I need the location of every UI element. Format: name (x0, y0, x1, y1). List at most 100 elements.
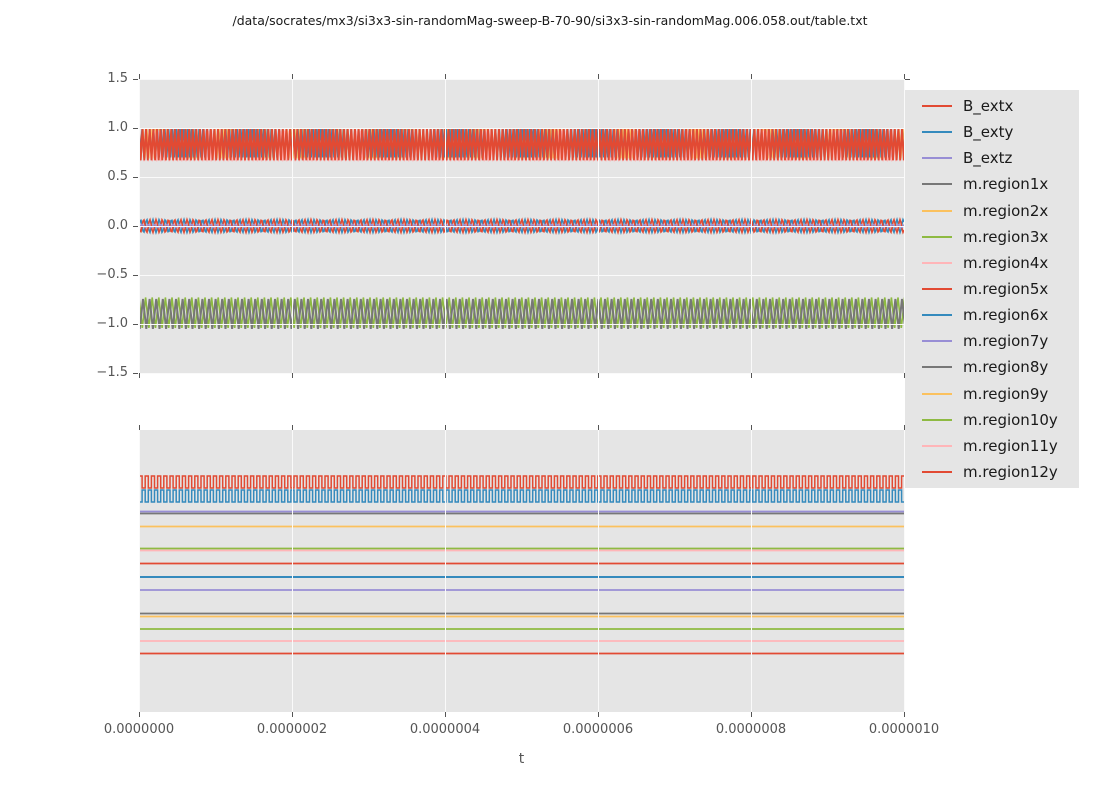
gridline-vertical (904, 79, 905, 373)
y-tick-label: 0.0 (107, 218, 128, 233)
tick-mark (133, 275, 138, 276)
tick-mark (904, 425, 905, 430)
tick-mark (133, 79, 138, 80)
legend-item-m.region12y: m.region12y (905, 459, 1079, 485)
legend-item-label: m.region4x (963, 253, 1049, 272)
tick-mark (598, 425, 599, 430)
legend-line-sample (922, 366, 952, 369)
gridline-vertical (751, 430, 752, 712)
x-tick-label: 0.0000004 (409, 722, 481, 737)
legend-line-sample (922, 261, 952, 264)
legend-line-sample (922, 157, 952, 160)
legend-item-label: m.region12y (963, 463, 1058, 482)
legend-line-sample (922, 131, 952, 134)
tick-mark (751, 74, 752, 79)
tick-mark (133, 128, 138, 129)
legend-item-m.region7y: m.region7y (905, 328, 1079, 354)
legend-line-sample (922, 471, 952, 474)
gridline-horizontal (139, 324, 904, 325)
series-square-red (139, 475, 904, 489)
gridline-horizontal (139, 79, 904, 80)
top-subplot-plot-area (139, 127, 904, 330)
figure-title: /data/socrates/mx3/si3x3-sin-randomMag-s… (232, 13, 868, 28)
legend-box: B_extx B_exty B_extz m.region1x m.region2x m.… (905, 90, 1079, 488)
legend-item-label: m.region10y (963, 410, 1058, 429)
series-osc-bot-gray (139, 298, 904, 330)
x-axis-label: t (518, 751, 525, 767)
legend-item-m.region1x: m.region1x (905, 171, 1079, 197)
y-tick-label: −1.5 (96, 365, 128, 380)
gridline-horizontal (139, 226, 904, 227)
legend-item-label: m.region9y (963, 384, 1049, 403)
legend-item-label: m.region7y (963, 332, 1049, 351)
tick-mark (133, 324, 138, 325)
tick-mark (139, 373, 140, 378)
bottom-subplot-axes (139, 430, 905, 712)
tick-mark (598, 712, 599, 717)
legend-item-m.region6x: m.region6x (905, 302, 1079, 328)
gridline-horizontal (139, 373, 904, 374)
legend-item-label: m.region8y (963, 358, 1049, 377)
y-tick-label: 1.0 (107, 120, 128, 135)
tick-mark (292, 373, 293, 378)
tick-mark (292, 712, 293, 717)
bottom-subplot-plot-area (139, 475, 904, 655)
legend-line-sample (922, 444, 952, 447)
tick-mark (139, 425, 140, 430)
legend-line-sample (922, 288, 952, 291)
tick-mark (292, 74, 293, 79)
tick-mark (292, 425, 293, 430)
legend-line-sample (922, 235, 952, 238)
legend-line-sample (922, 314, 952, 317)
gridline-horizontal (139, 128, 904, 129)
y-tick-label: −1.0 (96, 316, 128, 331)
tick-mark (904, 74, 905, 79)
legend-line-sample (922, 183, 952, 186)
legend-item-label: m.region2x (963, 201, 1049, 220)
tick-mark (133, 373, 138, 374)
series-osc-mid-red (139, 217, 904, 235)
legend-item-label: m.region5x (963, 280, 1049, 299)
legend-item-label: m.region3x (963, 227, 1049, 246)
x-tick-label: 0.0000006 (562, 722, 634, 737)
x-tick-label: 0.0000008 (715, 722, 787, 737)
legend-item-label: m.region1x (963, 175, 1049, 194)
gridline-vertical (139, 430, 140, 712)
legend-item-B_exty: B_exty (905, 119, 1079, 145)
gridline-horizontal (139, 275, 904, 276)
legend-item-label: B_extx (963, 97, 1014, 116)
tick-mark (751, 373, 752, 378)
y-tick-label: −0.5 (96, 267, 128, 282)
legend-item-label: B_exty (963, 123, 1014, 142)
tick-mark (139, 74, 140, 79)
tick-mark (904, 712, 905, 717)
legend-item-m.region3x: m.region3x (905, 224, 1079, 250)
tick-mark (598, 74, 599, 79)
legend-line-sample (922, 105, 952, 108)
tick-mark (445, 712, 446, 717)
legend-item-B_extz: B_extz (905, 145, 1079, 171)
legend-line-sample (922, 209, 952, 212)
legend-item-m.region9y: m.region9y (905, 381, 1079, 407)
gridline-vertical (292, 430, 293, 712)
top-subplot-axes (139, 79, 905, 374)
x-tick-label: 0.0000000 (103, 722, 175, 737)
series-osc-bot-green (139, 297, 904, 328)
tick-mark (445, 425, 446, 430)
legend-item-m.region5x: m.region5x (905, 276, 1079, 302)
legend-item-m.region2x: m.region2x (905, 198, 1079, 224)
y-tick-label: 1.5 (107, 71, 128, 86)
series-square-blue (139, 489, 904, 503)
legend-item-m.region11y: m.region11y (905, 433, 1079, 459)
tick-mark (445, 74, 446, 79)
tick-mark (133, 177, 138, 178)
tick-mark (139, 712, 140, 717)
legend-item-label: B_extz (963, 149, 1013, 168)
tick-mark (905, 79, 910, 80)
legend-item-m.region8y: m.region8y (905, 354, 1079, 380)
legend-line-sample (922, 392, 952, 395)
tick-mark (598, 373, 599, 378)
tick-mark (751, 712, 752, 717)
tick-mark (133, 226, 138, 227)
